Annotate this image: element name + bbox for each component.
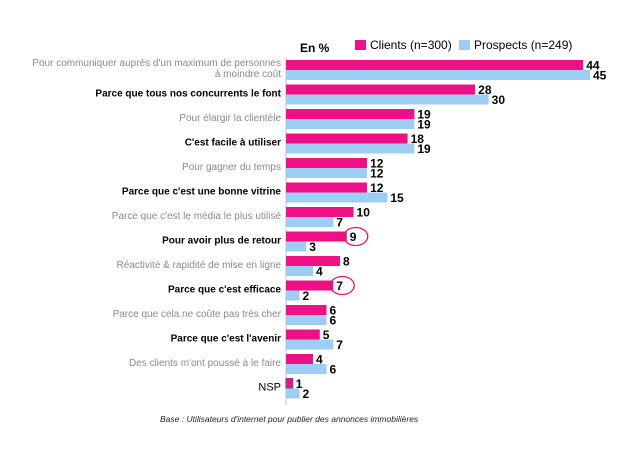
bar-clients — [285, 378, 294, 389]
data-label: 12 — [370, 181, 384, 195]
bar-clients — [286, 158, 368, 168]
data-label: 6 — [330, 304, 337, 318]
category-label: Pour communiquer auprès d'un maximum de … — [32, 58, 281, 80]
data-label: 8 — [343, 255, 350, 269]
bar-prospects — [286, 94, 489, 105]
legend-prospects: Prospects (n=249) — [459, 38, 572, 52]
bar-clients — [286, 133, 408, 144]
bar-prospects — [286, 339, 334, 350]
category-label: C'est facile à utiliser — [185, 138, 281, 149]
data-label: 5 — [323, 328, 330, 342]
legend-clients: Clients (n=300) — [355, 38, 452, 52]
bar-prospects — [286, 388, 300, 399]
category-label: Pour avoir plus de retour — [162, 236, 281, 247]
bar-prospects — [286, 241, 307, 252]
bar-prospects — [286, 364, 327, 374]
category-label: Parce que tous nos concurrents le font — [95, 89, 281, 100]
category-label: Réactivité & rapidité de mise en ligne — [116, 260, 281, 271]
legend-label-clients: Clients (n=300) — [370, 38, 452, 52]
bar-prospects — [286, 266, 314, 276]
bar-prospects — [286, 143, 415, 154]
legend-swatch-prospects — [459, 40, 470, 50]
bar-prospects — [286, 192, 388, 203]
legend-label-prospects: Prospects (n=249) — [474, 38, 573, 52]
data-label: 45 — [593, 69, 607, 83]
bar-clients — [286, 182, 368, 193]
data-label: 6 — [330, 363, 337, 377]
data-label: 3 — [309, 240, 316, 254]
bar-clients — [286, 329, 320, 340]
bar-clients — [286, 231, 347, 242]
bar-prospects — [286, 315, 327, 325]
bar-clients — [286, 60, 584, 70]
bar-clients — [286, 256, 341, 266]
data-label: 19 — [417, 142, 431, 156]
bar-clients — [286, 305, 327, 315]
data-label: 10 — [357, 206, 371, 220]
bar-clients — [286, 84, 476, 95]
bar-clients — [286, 354, 314, 364]
data-label: 2 — [303, 289, 310, 303]
data-label: 6 — [330, 314, 337, 328]
category-label: NSP — [258, 382, 281, 394]
bar-clients — [286, 207, 354, 217]
footnote: Base : Utilisateurs d'internet pour publ… — [160, 414, 419, 424]
category-label: Pour élargir la clientèle — [179, 113, 281, 124]
bar-prospects — [286, 290, 300, 301]
bar-prospects — [286, 70, 590, 80]
category-label: Parce que c'est une bonne vitrine — [122, 187, 282, 198]
unit-label: En % — [300, 41, 330, 55]
data-label: 4 — [316, 265, 323, 279]
category-label: Parce que c'est le média le plus utilisé — [112, 211, 282, 222]
data-label: 7 — [336, 279, 343, 293]
category-label: Des clients m'ont poussé à le faire — [129, 358, 281, 369]
bar-prospects — [286, 119, 415, 129]
bar-prospects — [286, 217, 334, 227]
data-label: 15 — [390, 191, 404, 205]
data-label: 12 — [370, 167, 384, 181]
data-label: 19 — [417, 118, 431, 132]
data-label: 2 — [303, 387, 310, 401]
highlight-circle — [343, 226, 369, 247]
category-label: Pour gagner du temps — [182, 162, 281, 173]
bar-clients — [286, 280, 334, 291]
category-label: Parce que cela ne coûte pas très cher — [113, 309, 282, 320]
data-label: 12 — [370, 157, 384, 171]
data-label: 1 — [296, 377, 303, 391]
data-label: 30 — [492, 93, 506, 107]
bar-clients — [286, 109, 415, 119]
bar-prospects — [286, 168, 368, 178]
category-label: Parce que c'est efficace — [168, 285, 281, 296]
highlight-circle — [329, 275, 355, 296]
legend-swatch-clients — [355, 40, 366, 50]
data-label: 44 — [586, 59, 600, 73]
data-label: 7 — [336, 216, 343, 230]
data-label: 7 — [336, 338, 343, 352]
data-label: 28 — [478, 83, 492, 97]
data-label: 19 — [417, 108, 431, 122]
category-label: Parce que c'est l'avenir — [171, 334, 281, 345]
data-label: 9 — [350, 230, 357, 244]
data-label: 4 — [316, 353, 323, 367]
data-label: 18 — [411, 132, 425, 146]
